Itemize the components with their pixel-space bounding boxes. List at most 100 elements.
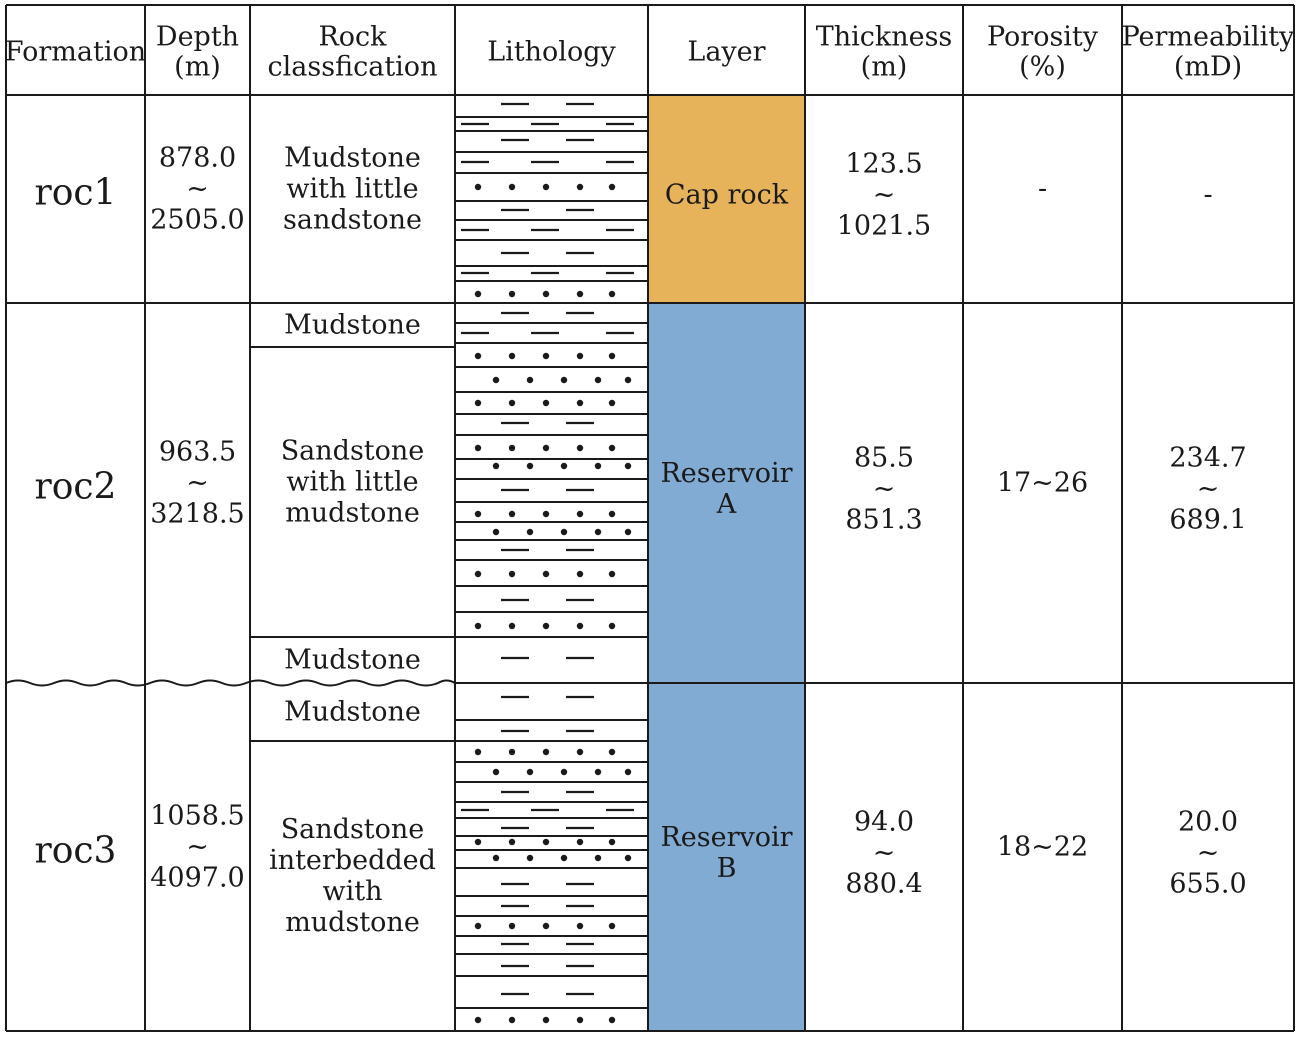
sand-dot — [608, 922, 616, 930]
sand-dot — [542, 399, 550, 407]
layer-roc3-line: Reservoir — [660, 822, 792, 853]
header-5-line: (m) — [861, 52, 908, 83]
header-1-line: (m) — [174, 52, 221, 83]
thickness-roc3: 94.0~880.4 — [845, 807, 922, 900]
layer-roc2-line: Reservoir — [660, 458, 792, 489]
rock-class-roc2-2-line: Mudstone — [284, 645, 421, 676]
sand-dot — [608, 183, 616, 191]
sand-dot — [492, 528, 500, 536]
layer-roc2-line: A — [716, 489, 737, 520]
sand-dot-row — [474, 290, 616, 298]
depth-roc2-line: 963.5 — [159, 437, 236, 468]
sand-dot — [492, 854, 500, 862]
porosity-roc2: 17~26 — [997, 468, 1088, 499]
layer-roc1: Cap rock — [665, 180, 789, 211]
thickness-roc1-line: 1021.5 — [837, 211, 931, 242]
header-4: Layer — [687, 37, 765, 68]
header-7: Permeability(mD) — [1122, 22, 1296, 83]
sand-dot-row — [474, 510, 616, 518]
sand-dot — [560, 376, 568, 384]
sand-dot — [608, 352, 616, 360]
porosity-roc1-line: - — [1038, 174, 1047, 205]
depth-roc3-line: ~ — [186, 832, 209, 863]
sand-dot — [560, 462, 568, 470]
rock-class-roc2-2: Mudstone — [284, 645, 421, 676]
thickness-roc2: 85.5~851.3 — [845, 443, 922, 536]
rock-class-roc3-0-line: Mudstone — [284, 697, 421, 728]
sand-dot-row — [492, 768, 632, 776]
rock-class-roc1-0-line: sandstone — [283, 205, 422, 236]
sand-dot — [492, 376, 500, 384]
formation-name-roc1-line: roc1 — [35, 173, 117, 214]
sand-dot — [508, 183, 516, 191]
sand-dot — [576, 352, 584, 360]
sand-dot — [542, 922, 550, 930]
permeability-roc1-line: - — [1203, 180, 1212, 211]
formation-name-roc2-line: roc2 — [35, 467, 117, 508]
sand-dot — [594, 462, 602, 470]
sand-dot-row — [492, 462, 632, 470]
sand-dot — [576, 838, 584, 846]
sand-dot — [594, 376, 602, 384]
sand-dot-row — [492, 528, 632, 536]
sand-dot — [526, 376, 534, 384]
rock-class-roc2-0-line: Mudstone — [284, 310, 421, 341]
layer-fill-roc1 — [648, 95, 805, 303]
sand-dot-row — [474, 570, 616, 578]
sand-dot — [526, 528, 534, 536]
sand-dot — [624, 768, 632, 776]
header-7-line: Permeability — [1122, 22, 1296, 53]
rock-class-roc3-1-line: mudstone — [285, 907, 420, 938]
sand-dot-row — [492, 376, 632, 384]
permeability-roc2: 234.7~689.1 — [1169, 443, 1246, 536]
sand-dot — [508, 352, 516, 360]
header-6-line: Porosity — [987, 22, 1099, 53]
rock-class-roc2-1-line: mudstone — [285, 498, 420, 529]
header-3-line: Lithology — [487, 37, 616, 68]
sand-dot — [576, 922, 584, 930]
sand-dot — [474, 1016, 482, 1024]
sand-dot — [542, 748, 550, 756]
unconformity-wavy-line — [5, 679, 456, 687]
depth-roc1-line: 2505.0 — [150, 205, 244, 236]
sand-dot — [526, 462, 534, 470]
sand-dot-row — [474, 352, 616, 360]
sand-dot — [474, 922, 482, 930]
sand-dot — [508, 290, 516, 298]
porosity-roc1: - — [1038, 174, 1047, 205]
sand-dot — [624, 376, 632, 384]
header-3: Lithology — [487, 37, 616, 68]
layer-fill-roc2 — [648, 303, 805, 683]
sand-dot — [508, 838, 516, 846]
sand-dot — [624, 854, 632, 862]
permeability-roc3-line: 20.0 — [1178, 807, 1238, 838]
sand-dot — [576, 570, 584, 578]
sand-dot — [474, 838, 482, 846]
rock-class-roc1-0-line: Mudstone — [284, 143, 421, 174]
rock-class-roc2-1-line: Sandstone — [281, 436, 425, 467]
sand-dot — [576, 510, 584, 518]
depth-roc3: 1058.5~4097.0 — [150, 801, 244, 894]
sand-dot-row — [474, 444, 616, 452]
rock-class-roc1-0-line: with little — [286, 174, 418, 205]
sand-dot — [576, 444, 584, 452]
sand-dot — [576, 748, 584, 756]
sand-dot-row — [474, 1016, 616, 1024]
header-4-line: Layer — [687, 37, 765, 68]
sand-dot — [576, 622, 584, 630]
sand-dot — [608, 510, 616, 518]
sand-dot — [526, 768, 534, 776]
sand-dot — [576, 183, 584, 191]
formation-name-roc3-line: roc3 — [35, 831, 117, 872]
depth-roc1: 878.0~2505.0 — [150, 143, 244, 236]
sand-dot — [508, 510, 516, 518]
permeability-roc1: - — [1203, 180, 1212, 211]
porosity-roc3: 18~22 — [997, 832, 1088, 863]
thickness-roc1-line: 123.5 — [845, 149, 922, 180]
sand-dot — [474, 444, 482, 452]
